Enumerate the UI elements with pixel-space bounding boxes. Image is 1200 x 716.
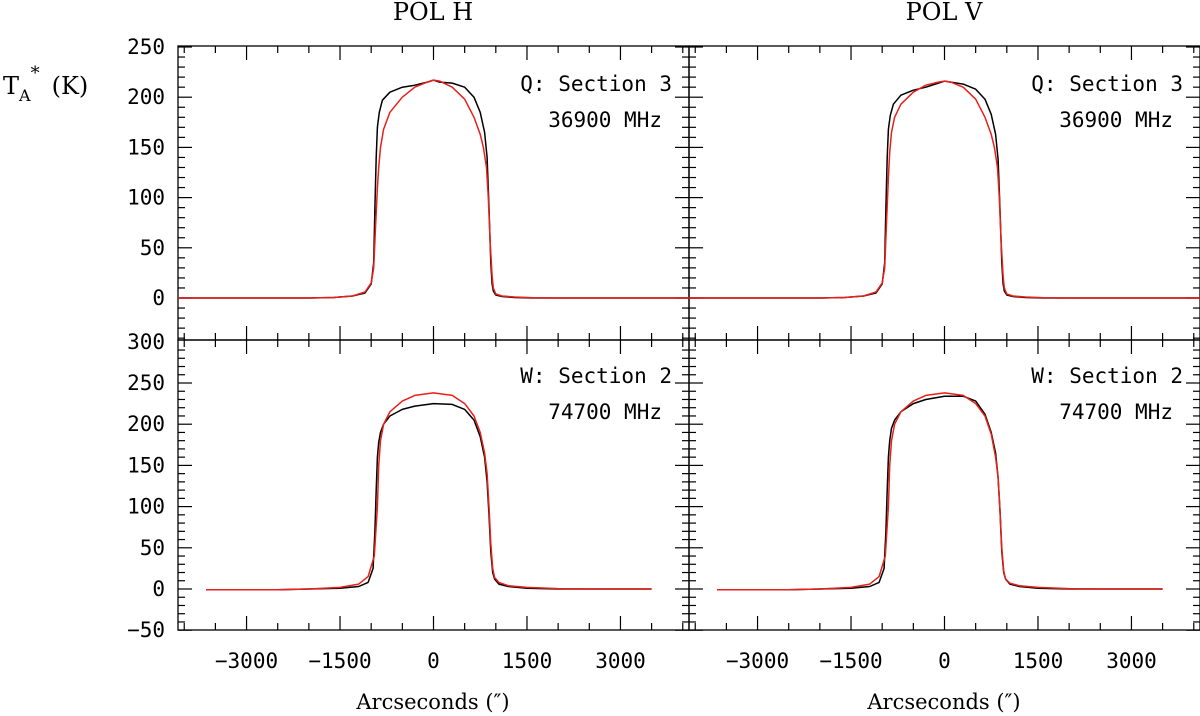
series-line-measured-r1-c1 (717, 395, 1163, 591)
y-tick-label: 200 (127, 85, 165, 109)
annotation-freq-q-pol-v: 36900 MHz (1059, 108, 1173, 132)
column-title-pol-v: POL V (906, 0, 983, 26)
x-axis-label-right: Arcseconds (″) (866, 690, 1020, 714)
y-tick-label: 150 (127, 135, 165, 159)
series-line-model-r1-c1 (717, 392, 1163, 591)
series-line-model-r0-c0 (178, 79, 689, 299)
x-tick-label: 3000 (595, 649, 646, 673)
x-tick-label: 0 (427, 649, 440, 673)
series-line-model-r0-c1 (689, 80, 1200, 299)
y-tick-label: 50 (140, 236, 165, 260)
x-tick-label: −3000 (726, 649, 789, 673)
y-tick-label: 100 (127, 495, 165, 519)
y-tick-label: 250 (127, 371, 165, 395)
y-axis-label-unit: (K) (52, 72, 89, 100)
x-tick-label: −1500 (819, 649, 882, 673)
axis-ticks (178, 46, 1200, 631)
annotation-band-q-pol-h: Q: Section 3 (520, 72, 672, 96)
y-tick-label: 200 (127, 412, 165, 436)
x-tick-label: 3000 (1106, 649, 1157, 673)
y-tick-label: 0 (152, 286, 165, 310)
y-tick-label: 50 (140, 536, 165, 560)
series-line-model-r1-c0 (206, 392, 652, 591)
y-axis-label-main: T (3, 72, 19, 100)
svg-text:TA*(K): TA* (K) (3, 63, 88, 105)
y-axis-label-subscript: A (18, 86, 31, 105)
y-tick-labels-bottom: −50 0 50 100 150 200 250 300 (127, 330, 165, 642)
y-tick-label: 0 (152, 577, 165, 601)
plot-curves (178, 79, 1200, 591)
annotation-band-w-pol-h: W: Section 2 (520, 364, 672, 388)
annotation-freq-w-pol-v: 74700 MHz (1059, 400, 1173, 424)
x-tick-label: 0 (938, 649, 951, 673)
x-tick-labels: −3000 −1500 0 1500 3000 −3000 −1500 0 15… (215, 649, 1157, 673)
y-tick-labels-top: 0 50 100 150 200 250 (127, 35, 165, 310)
x-tick-label: −3000 (215, 649, 278, 673)
x-axis-label-left: Arcseconds (″) (355, 690, 509, 714)
y-tick-label: 300 (127, 330, 165, 354)
y-tick-label: 150 (127, 453, 165, 477)
y-tick-label: −50 (127, 618, 165, 642)
annotation-freq-q-pol-h: 36900 MHz (548, 108, 662, 132)
annotation-freq-w-pol-h: 74700 MHz (548, 400, 662, 424)
column-title-pol-h: POL H (393, 0, 473, 26)
y-tick-label: 250 (127, 35, 165, 59)
y-axis-label: TA* (K) (3, 63, 88, 105)
annotation-band-w-pol-v: W: Section 2 (1031, 364, 1183, 388)
y-axis-label-superscript: * (31, 63, 40, 84)
annotation-band-q-pol-v: Q: Section 3 (1031, 72, 1183, 96)
x-tick-label: −1500 (308, 649, 371, 673)
x-tick-label: 1500 (502, 649, 553, 673)
x-tick-label: 1500 (1013, 649, 1064, 673)
y-tick-label: 100 (127, 186, 165, 210)
series-line-measured-r1-c0 (206, 402, 652, 591)
